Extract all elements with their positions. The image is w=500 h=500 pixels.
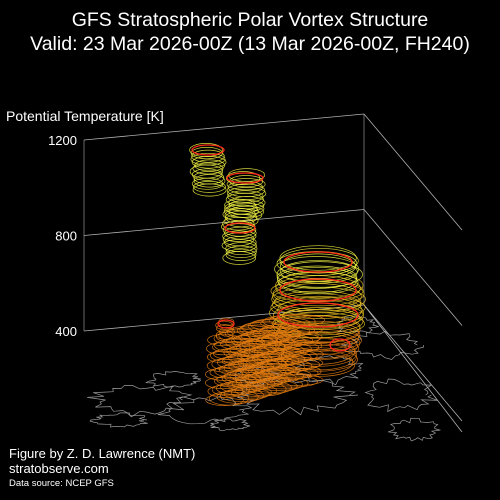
contour-ring (261, 357, 320, 371)
isosurface-edge (277, 302, 359, 328)
contour-ring (225, 171, 261, 186)
contour-ring (249, 318, 306, 331)
vortex-isosurface (189, 143, 366, 406)
contour-ring (228, 168, 266, 182)
contour-ring (225, 245, 257, 258)
contour-ring (274, 290, 362, 314)
chart-title: GFS Stratospheric Polar Vortex Structure (71, 9, 429, 31)
contour-ring (228, 199, 265, 212)
contour-ring (258, 325, 311, 338)
contour-ring (192, 162, 224, 175)
contour-ring (216, 324, 234, 333)
contour-ring (190, 152, 226, 166)
contour-ring (270, 279, 364, 303)
contour-ring (266, 348, 324, 361)
contour-ring (193, 174, 226, 188)
contour-ring (248, 337, 296, 350)
contour-ring (270, 295, 366, 319)
contour-ring (279, 247, 359, 274)
coastline (341, 330, 424, 360)
contour-ring (226, 187, 267, 200)
contour-ring (269, 299, 364, 327)
contour-ring (264, 375, 318, 388)
contour-ring (258, 334, 313, 347)
contour-ring (267, 364, 322, 379)
contour-ring (260, 332, 320, 346)
coastline (387, 417, 441, 442)
z-tick-label: 1200 (48, 133, 77, 148)
axes-box (83, 113, 463, 433)
contour-ring (255, 368, 312, 381)
contour-ring (251, 370, 304, 382)
contour-ring (221, 239, 257, 252)
contour-ring (225, 242, 258, 256)
contour-ring (260, 317, 311, 329)
isosurface-edge (217, 319, 235, 329)
contour-ring (207, 384, 244, 398)
contour-ring (225, 248, 257, 261)
floor-edge (363, 304, 463, 433)
contour-ring (260, 323, 315, 337)
contour-ring (264, 341, 320, 354)
contour-ring (269, 339, 323, 352)
contour-ring (274, 256, 360, 282)
contour-ring (189, 143, 223, 157)
data-source-credit: Data source: NCEP GFS (9, 478, 114, 489)
isosurface-edge (191, 144, 225, 156)
contour-ring (279, 245, 357, 271)
contour-ring (239, 322, 286, 337)
contour-ring (276, 261, 363, 288)
contour-ring (193, 171, 225, 185)
gridline-side-800 (363, 209, 463, 326)
contour-ring (267, 331, 323, 343)
contour-ring (277, 266, 358, 293)
contour-ring (193, 181, 226, 193)
contour-ring (276, 265, 358, 289)
contour-ring (267, 356, 324, 370)
coastline (210, 418, 251, 432)
contour-ring (268, 374, 324, 386)
contour-ring (226, 202, 265, 215)
contour-ring (262, 315, 316, 328)
isosurface-edge (283, 251, 353, 273)
contour-ring (266, 322, 324, 335)
coastline (87, 384, 195, 418)
contour-ring (215, 330, 234, 340)
chart-subtitle: Valid: 23 Mar 2026-00Z (13 Mar 2026-00Z,… (30, 33, 470, 55)
gridline-side-1200 (363, 113, 463, 231)
gridline-800 (83, 209, 365, 236)
contour-ring (247, 371, 297, 384)
isosurface-edge (226, 172, 264, 184)
contour-ring (191, 149, 225, 163)
z-axis-ticks: 400 800 1200 (48, 133, 77, 339)
coastline (157, 395, 253, 425)
z-axis-label: Potential Temperature [K] (6, 108, 164, 124)
website-credit: stratobserve.com (9, 461, 109, 476)
contour-ring (220, 388, 265, 402)
isosurface-edge (224, 222, 256, 234)
contour-ring (261, 349, 318, 363)
isosurface-edge (329, 338, 351, 352)
contour-ring (259, 367, 319, 379)
author-credit: Figure by Z. D. Lawrence (NMT) (9, 446, 196, 461)
contour-ring (227, 379, 269, 392)
coastline (145, 371, 202, 388)
contour-ring (222, 230, 257, 242)
coastline (364, 378, 438, 413)
gridline-side-400 (363, 304, 463, 422)
contour-ring (215, 320, 234, 330)
gridline-1200 (83, 113, 365, 141)
z-tick-label: 800 (55, 229, 77, 244)
contour-ring (255, 335, 307, 349)
contour-ring (272, 283, 362, 310)
coastline (89, 412, 148, 428)
z-tick-label: 400 (55, 324, 77, 339)
contour-ring (253, 378, 303, 391)
contour-ring (226, 183, 266, 198)
contour-ring (192, 183, 227, 197)
isosurface-edge (279, 278, 357, 302)
contour-ring (226, 178, 266, 191)
